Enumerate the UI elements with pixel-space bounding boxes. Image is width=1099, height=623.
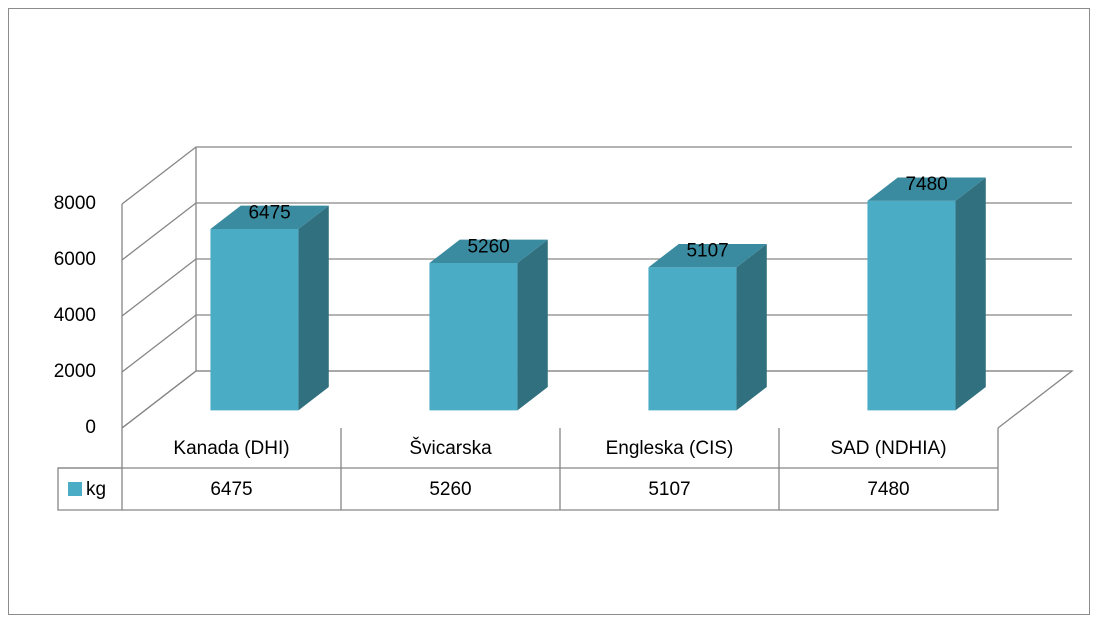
bar-front — [648, 267, 737, 411]
table-value: 6475 — [210, 479, 252, 500]
bar — [867, 177, 986, 411]
bar — [210, 205, 329, 411]
table-legend-cell — [57, 467, 122, 511]
data-label: 5260 — [467, 236, 509, 257]
x-tick-label: Kanada (DHI) — [173, 438, 289, 459]
table-value: 5107 — [648, 479, 690, 500]
bar-front — [867, 200, 956, 411]
bar-top — [210, 205, 329, 230]
y-tick-label: 8000 — [54, 193, 96, 214]
y-tick-label: 6000 — [54, 249, 96, 270]
bar-front — [210, 229, 299, 411]
y-tick-label: 4000 — [54, 305, 96, 326]
data-label: 5107 — [686, 241, 728, 262]
x-tick-label: SAD (NDHIA) — [830, 438, 946, 459]
table-value: 5260 — [429, 479, 471, 500]
bar-top — [429, 239, 548, 264]
bar-side — [955, 177, 986, 411]
bar-side — [298, 205, 329, 411]
x-tick-label: Švicarska — [409, 437, 492, 459]
bar — [648, 243, 767, 411]
x-tick-label: Engleska (CIS) — [606, 438, 734, 459]
bar-top — [648, 243, 767, 268]
y-tick-label: 0 — [85, 417, 96, 438]
bar — [429, 239, 548, 411]
bar-side — [736, 243, 767, 411]
legend-label: kg — [86, 479, 106, 500]
bar-front — [429, 263, 518, 411]
table-value: 7480 — [867, 479, 909, 500]
bar-top — [867, 177, 986, 201]
y-tick-label: 2000 — [54, 361, 96, 382]
bar-side — [517, 239, 548, 411]
legend-swatch — [68, 482, 82, 496]
data-label: 7480 — [905, 174, 947, 195]
data-label: 6475 — [248, 202, 290, 223]
